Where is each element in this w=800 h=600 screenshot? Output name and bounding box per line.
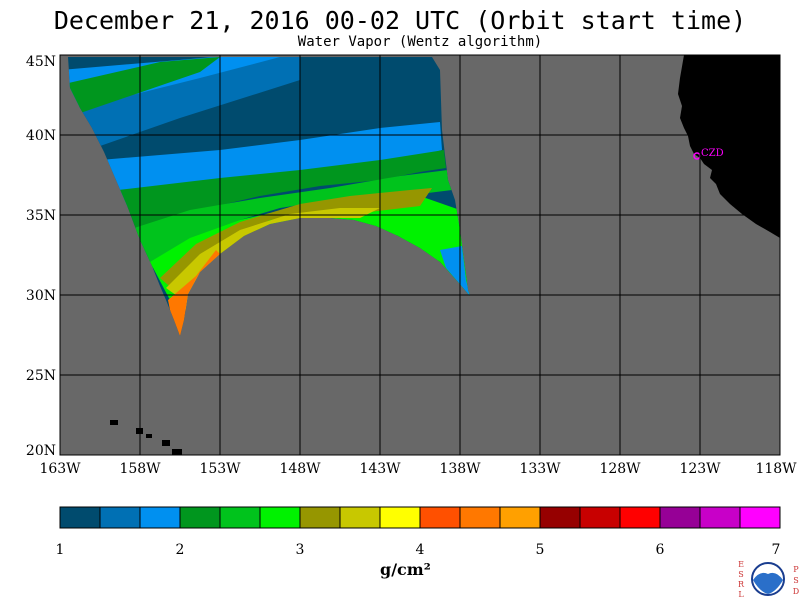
noaa-logo-text: NOAA (760, 568, 776, 574)
colorbar-swatch (459, 506, 501, 529)
colorbar (59, 506, 781, 529)
noaa-bird-icon (753, 572, 783, 594)
california-land (678, 55, 780, 238)
island-molokai (146, 434, 152, 438)
colorbar-tick-5: 5 (536, 542, 545, 558)
psd-letters: P S D (793, 565, 800, 596)
lat-label-25: 25N (26, 368, 56, 384)
colorbar-swatch (699, 506, 741, 529)
logo-letter-left-3: R (738, 580, 745, 589)
logo-letter-left-4: L (738, 590, 744, 599)
colorbar-swatch (579, 506, 621, 529)
colorbar-swatch (539, 506, 581, 529)
logo-letter-left-2: S (738, 570, 743, 579)
colorbar-swatch (739, 506, 781, 529)
lat-labels: 45N 40N 35N 30N 25N 20N (26, 54, 56, 459)
island-hawaii (172, 449, 182, 455)
logo-letter-right-3: D (793, 587, 799, 596)
colorbar-tick-4: 4 (416, 542, 425, 558)
lon-label-148: 148W (279, 461, 321, 477)
wv-band-olive (160, 188, 432, 292)
lat-label-45: 45N (26, 54, 56, 70)
colorbar-swatch (59, 506, 101, 529)
colorbar-tick-1: 1 (56, 542, 65, 558)
map-title: December 21, 2016 00-02 UTC (Orbit start… (53, 6, 747, 35)
colorbar-swatch (219, 506, 261, 529)
noaa-logo: E S R L P S D NOAA (738, 560, 799, 599)
colorbar-swatch (339, 506, 381, 529)
colorbar-tick-3: 3 (296, 542, 305, 558)
colorbar-swatch (619, 506, 661, 529)
island-maui (162, 440, 170, 446)
lon-label-163: 163W (39, 461, 81, 477)
wv-band-lime (150, 196, 470, 300)
colorbar-tick-6: 6 (656, 542, 665, 558)
lon-label-158: 158W (119, 461, 161, 477)
lon-label-128: 128W (599, 461, 641, 477)
lon-label-138: 138W (439, 461, 481, 477)
island-kauai (110, 420, 118, 425)
colorbar-swatch (379, 506, 421, 529)
colorbar-swatch (179, 506, 221, 529)
station-label: CZD (701, 148, 724, 159)
colorbar-swatch (299, 506, 341, 529)
lon-label-123: 123W (679, 461, 721, 477)
colorbar-unit-label: g/cm² (380, 560, 431, 579)
colorbar-swatch (139, 506, 181, 529)
lon-label-143: 143W (359, 461, 401, 477)
map-subtitle: Water Vapor (Wentz algorithm) (297, 34, 543, 50)
lon-label-118: 118W (755, 461, 797, 477)
colorbar-swatch (499, 506, 541, 529)
lat-label-20: 20N (26, 443, 56, 459)
lon-label-153: 153W (199, 461, 241, 477)
wv-band-green-mid (118, 150, 446, 240)
logo-letter-left-1: E (738, 560, 744, 569)
esrl-letters: E S R L (738, 560, 745, 599)
colorbar-swatch (419, 506, 461, 529)
colorbar-swatch (259, 506, 301, 529)
colorbar-tick-labels: 1 2 3 4 5 6 7 (56, 542, 781, 558)
lon-label-133: 133W (519, 461, 561, 477)
lat-label-35: 35N (26, 208, 56, 224)
logo-letter-right-2: S (793, 576, 798, 585)
grid (60, 55, 780, 455)
wv-band-blue-edge (440, 246, 470, 296)
colorbar-swatch (659, 506, 701, 529)
colorbar-swatch (99, 506, 141, 529)
lat-label-40: 40N (26, 128, 56, 144)
lon-labels: 163W 158W 153W 148W 143W 138W 133W 128W … (39, 461, 797, 477)
logo-letter-right-1: P (793, 565, 799, 574)
colorbar-tick-7: 7 (772, 542, 781, 558)
colorbar-tick-2: 2 (176, 542, 185, 558)
lat-label-30: 30N (26, 288, 56, 304)
